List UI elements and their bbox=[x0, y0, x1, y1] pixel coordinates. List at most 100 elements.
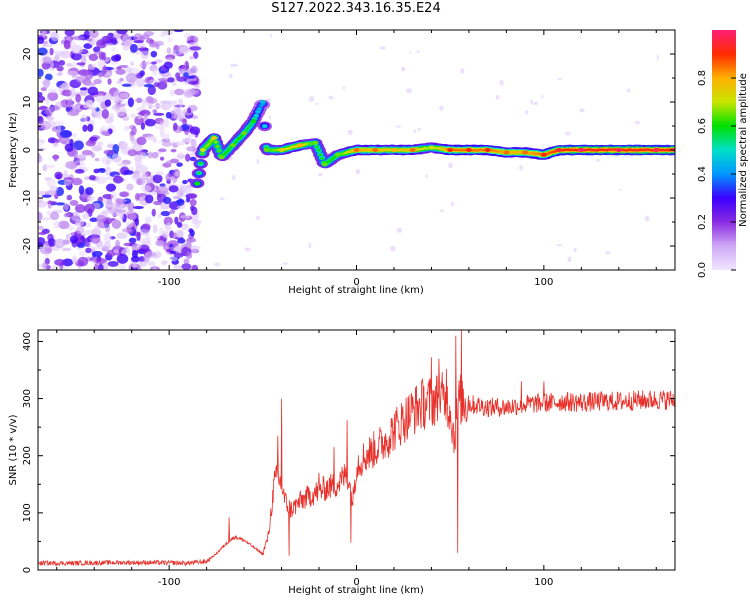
noise-blob bbox=[119, 92, 129, 99]
noise-blob bbox=[119, 77, 124, 82]
noise-blob bbox=[38, 111, 42, 117]
noise-blob bbox=[46, 200, 58, 205]
noise-blob bbox=[112, 175, 124, 184]
ridge-peak bbox=[321, 162, 328, 167]
y-tick-label: 300 bbox=[22, 389, 33, 408]
noise-blob bbox=[124, 125, 130, 131]
ridge-blob bbox=[262, 124, 267, 128]
noise-blob bbox=[173, 113, 184, 120]
noise-blob bbox=[66, 62, 73, 68]
ridge-blob bbox=[316, 149, 321, 152]
noise-blob bbox=[73, 35, 85, 41]
noise-blob bbox=[38, 263, 42, 269]
noise-blob bbox=[75, 93, 82, 103]
noise-blob bbox=[50, 265, 58, 270]
ridge-blob bbox=[247, 124, 252, 128]
colorbar-ticks: 0.0 0.2 0.4 0.6 0.8 bbox=[697, 70, 736, 278]
noise-blob bbox=[139, 61, 148, 69]
noise-blob bbox=[101, 199, 113, 203]
noise-blob bbox=[47, 91, 59, 102]
noise-blob bbox=[177, 238, 186, 244]
noise-blob bbox=[130, 255, 140, 263]
noise-blob bbox=[55, 202, 66, 206]
spectrogram-noise-field bbox=[38, 30, 659, 270]
noise-blob bbox=[105, 176, 113, 181]
noise-blob bbox=[134, 158, 143, 167]
noise-blob bbox=[74, 104, 81, 110]
noise-blob bbox=[56, 124, 62, 133]
ridge-peak bbox=[465, 148, 472, 152]
noise-blob bbox=[408, 51, 412, 54]
ridge-peak bbox=[211, 136, 218, 140]
noise-blob bbox=[96, 39, 108, 49]
noise-blob bbox=[556, 243, 563, 247]
spectrogram-y-axis: -20 -10 0 10 20 bbox=[22, 29, 675, 271]
ridge-blob bbox=[208, 140, 213, 143]
noise-blob bbox=[450, 201, 454, 207]
noise-blob bbox=[634, 120, 641, 125]
noise-blob bbox=[185, 153, 191, 162]
noise-blob bbox=[122, 115, 130, 121]
ridge-peak bbox=[540, 152, 547, 157]
noise-blob bbox=[71, 52, 82, 61]
ridge-blob bbox=[264, 146, 269, 149]
noise-blob bbox=[152, 174, 163, 184]
noise-blob bbox=[128, 213, 137, 220]
noise-blob bbox=[525, 110, 529, 115]
noise-blob bbox=[159, 32, 166, 38]
noise-blob bbox=[400, 66, 406, 72]
ridge-peak bbox=[615, 148, 622, 152]
noise-blob bbox=[45, 97, 50, 105]
noise-blob bbox=[81, 149, 93, 156]
noise-blob bbox=[94, 157, 100, 162]
noise-blob bbox=[124, 66, 133, 73]
ridge-blob bbox=[252, 117, 257, 120]
ridge-peak bbox=[312, 140, 319, 145]
noise-blob bbox=[495, 95, 500, 100]
noise-blob bbox=[101, 108, 109, 119]
noise-blob bbox=[67, 98, 74, 108]
noise-blob bbox=[119, 141, 128, 148]
noise-blob bbox=[96, 242, 104, 250]
noise-blob bbox=[169, 209, 175, 214]
noise-blob bbox=[172, 106, 180, 116]
noise-blob bbox=[166, 160, 173, 166]
snr-y-label: SNR (10 * v/v) bbox=[8, 414, 19, 485]
noise-blob bbox=[154, 59, 163, 64]
noise-blob bbox=[644, 215, 650, 222]
noise-blob bbox=[191, 264, 199, 270]
noise-blob bbox=[38, 237, 46, 246]
noise-blob bbox=[439, 209, 444, 212]
noise-blob bbox=[88, 53, 99, 62]
noise-blob bbox=[54, 259, 66, 266]
noise-blob bbox=[38, 138, 44, 144]
noise-blob bbox=[111, 104, 121, 111]
noise-blob bbox=[38, 68, 44, 78]
noise-blob bbox=[76, 62, 86, 66]
noise-blob bbox=[161, 260, 168, 265]
noise-blob bbox=[140, 122, 146, 130]
noise-blob bbox=[189, 126, 201, 136]
colorbar-tick-label: 0.6 bbox=[697, 118, 708, 134]
noise-blob bbox=[176, 198, 185, 206]
noise-blob bbox=[92, 46, 101, 53]
noise-blob bbox=[93, 225, 100, 236]
noise-blob bbox=[69, 235, 79, 244]
noise-blob bbox=[98, 51, 104, 60]
snr-series bbox=[38, 330, 675, 567]
noise-blob bbox=[109, 112, 114, 122]
noise-blob bbox=[58, 85, 64, 94]
noise-blob bbox=[180, 223, 189, 230]
noise-blob bbox=[83, 30, 91, 40]
ridge-peak bbox=[390, 148, 397, 152]
noise-blob bbox=[318, 172, 323, 177]
noise-blob bbox=[153, 82, 160, 88]
ridge-peak bbox=[259, 100, 266, 104]
ridge-peak bbox=[372, 148, 379, 152]
noise-blob bbox=[97, 59, 106, 68]
noise-blob bbox=[154, 235, 161, 240]
ridge-blob bbox=[237, 137, 242, 140]
noise-blob bbox=[167, 36, 173, 43]
noise-blob bbox=[165, 111, 172, 119]
noise-blob bbox=[116, 253, 129, 264]
